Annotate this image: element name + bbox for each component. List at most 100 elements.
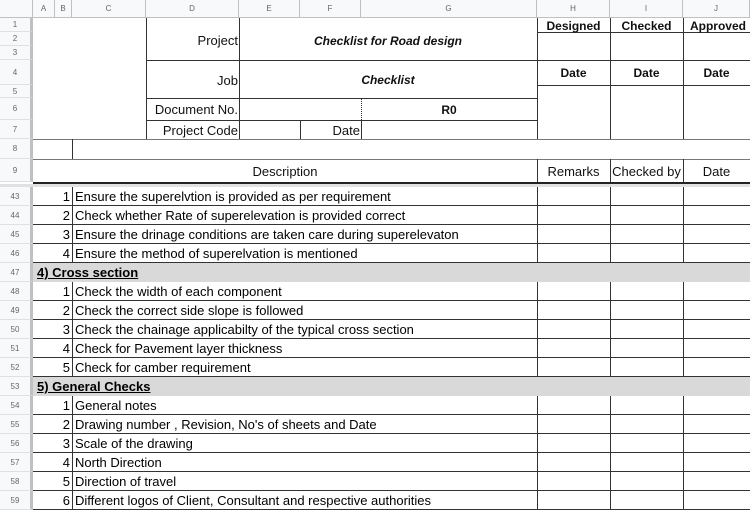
checklist-item[interactable]: Check the correct side slope is followed [75,303,304,318]
item-number[interactable]: 2 [62,417,70,432]
cell-border [537,320,538,339]
item-number[interactable]: 5 [62,360,70,375]
row-header-45[interactable]: 45 [0,225,33,244]
project-label: Project [197,33,238,48]
approved-label: Approved [689,19,746,33]
cell-border [33,509,750,510]
row-header-7[interactable]: 7 [0,120,33,139]
row-header-8[interactable]: 8 [0,139,33,159]
item-number[interactable]: 3 [62,227,70,242]
row-header-9[interactable]: 9 [0,159,33,182]
item-number[interactable]: 4 [62,341,70,356]
row-header-53[interactable]: 53 [0,377,33,396]
frozen-rows-divider[interactable] [0,184,750,187]
row-header-50[interactable]: 50 [0,320,33,339]
row-header-49[interactable]: 49 [0,301,33,320]
column-header-g[interactable]: G [361,0,537,18]
cell-border [537,415,538,434]
checklist-item[interactable]: Scale of the drawing [75,436,193,451]
cell-border [683,491,684,510]
row-header-5[interactable]: 5 [0,85,33,98]
cell-border [537,339,538,358]
document-no-value[interactable]: R0 [441,102,457,117]
column-header-j[interactable]: J [683,0,750,18]
cell-border [72,225,73,244]
row-header-59[interactable]: 59 [0,491,33,510]
cell-border [33,224,750,225]
row-header-48[interactable]: 48 [0,282,33,301]
cell-border [683,225,684,244]
row-header-44[interactable]: 44 [0,206,33,225]
cell-border [610,491,611,510]
cell-border [683,187,684,206]
cell-border [683,434,684,453]
checklist-item[interactable]: Ensure the superelvtion is provided as p… [75,189,391,204]
row-header-1[interactable]: 1 [0,18,33,32]
item-number[interactable]: 2 [62,208,70,223]
checklist-item[interactable]: Drawing number , Revision, No's of sheet… [75,417,377,432]
checklist-item[interactable]: Check for Pavement layer thickness [75,341,283,356]
checklist-item[interactable]: Ensure the method of superelvation is me… [75,246,358,261]
cell-border [610,358,611,377]
item-number[interactable]: 2 [62,303,70,318]
row-header-55[interactable]: 55 [0,415,33,434]
checklist-item[interactable]: Direction of travel [75,474,177,489]
cell-border [683,320,684,339]
item-number[interactable]: 4 [62,455,70,470]
cell-border [33,452,750,453]
checklist-item[interactable]: Check the chainage applicabilty of the t… [75,322,414,337]
item-number[interactable]: 3 [62,436,70,451]
cell-border [610,472,611,491]
checklist-item[interactable]: North Direction [75,455,162,470]
column-header-c[interactable]: C [72,0,146,18]
row-header-6[interactable]: 6 [0,98,33,120]
section-heading[interactable]: 5) General Checks [33,377,750,396]
cell-border [537,244,538,263]
item-number[interactable]: 1 [62,284,70,299]
row-header-57[interactable]: 57 [0,453,33,472]
checklist-item[interactable]: Ensure the drinage conditions are taken … [75,227,459,242]
row-header-51[interactable]: 51 [0,339,33,358]
checklist-item[interactable]: Check for camber requirement [75,360,251,375]
cell-border [72,434,73,453]
row-header-56[interactable]: 56 [0,434,33,453]
cell-border [610,339,611,358]
item-number[interactable]: 3 [62,322,70,337]
checklist-item[interactable]: Different logos of Client, Consultant an… [75,493,432,508]
column-header-f[interactable]: F [300,0,361,18]
row-header-58[interactable]: 58 [0,472,33,491]
border [33,182,750,184]
item-number[interactable]: 5 [62,474,70,489]
project-value[interactable]: Checklist for Road design [313,33,463,48]
column-header-b[interactable]: B [55,0,72,18]
item-number[interactable]: 4 [62,246,70,261]
cell-border [683,282,684,301]
checklist-item[interactable]: General notes [75,398,157,413]
row-header-46[interactable]: 46 [0,244,33,263]
cell-border [610,453,611,472]
section-heading[interactable]: 4) Cross section [33,263,750,282]
row-header-43[interactable]: 43 [0,187,33,206]
row-header-2[interactable]: 2 [0,32,33,46]
column-header-e[interactable]: E [239,0,300,18]
item-number[interactable]: 6 [62,493,70,508]
checklist-item[interactable]: Check whether Rate of superelevation is … [75,208,406,223]
row-header-52[interactable]: 52 [0,358,33,377]
column-header-a[interactable]: A [33,0,55,18]
row-header-54[interactable]: 54 [0,396,33,415]
select-all-corner[interactable] [0,0,33,18]
cell-border [610,225,611,244]
row-header-4[interactable]: 4 [0,60,33,85]
column-header-d[interactable]: D [146,0,239,18]
job-value[interactable]: Checklist [361,73,415,87]
column-header-h[interactable]: H [537,0,610,18]
row-header-47[interactable]: 47 [0,263,33,282]
row-header-3[interactable]: 3 [0,46,33,60]
item-number[interactable]: 1 [62,189,70,204]
checklist-item[interactable]: Check the width of each component [75,284,282,299]
border [146,120,537,121]
cell-border [72,339,73,358]
item-number[interactable]: 1 [62,398,70,413]
cell-border [683,301,684,320]
column-header-i[interactable]: I [610,0,683,18]
